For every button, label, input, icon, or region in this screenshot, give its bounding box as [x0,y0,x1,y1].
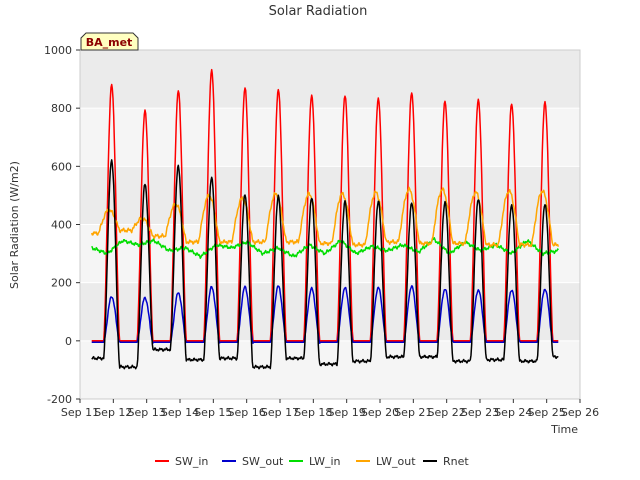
series-line-sw-out [91,285,559,344]
grid-bands [80,49,580,400]
x-tick-label: Sep 16 [228,406,266,419]
series-lines [90,68,560,370]
legend: SW_in SW_out LW_in LW_out Rnet [155,455,469,468]
grid-band [80,50,580,109]
y-tick-label: 200 [51,277,72,290]
x-tick-label: Sep 11 [61,406,99,419]
series-line-sw-in [91,68,559,343]
site-badge-label: BA_met [86,36,133,49]
legend-label: LW_in [309,455,341,468]
grid-band [80,166,580,225]
x-tick-label: Sep 18 [294,406,332,419]
x-tick-label: Sep 15 [194,406,232,419]
grid-band [80,282,580,341]
chart-title: Solar Radiation [269,4,368,19]
y-tick-label: -200 [47,393,72,406]
y-tick-label: 0 [65,335,72,348]
legend-label: Rnet [443,455,469,468]
y-axis-ticks: -200 0 200 400 600 800 1000 [44,44,80,406]
grid-band [80,108,580,167]
x-tick-label: Sep 20 [361,406,399,419]
grid-band [80,224,580,283]
legend-label: LW_out [376,455,416,468]
x-tick-label: Sep 17 [261,406,299,419]
y-axis-label: Solar Radiation (W/m2) [8,161,21,289]
x-tick-label: Sep 13 [128,406,166,419]
x-tick-label: Sep 26 [561,406,599,419]
x-axis-label: Time [550,423,578,436]
site-badge-box [80,32,139,51]
x-tick-label: Sep 14 [161,406,199,419]
legend-label: SW_out [242,455,284,468]
x-tick-label: Sep 12 [94,406,132,419]
y-tick-label: 1000 [44,44,72,57]
series-line-rnet [91,159,559,370]
x-tick-label: Sep 21 [394,406,432,419]
x-tick-label: Sep 25 [528,406,566,419]
x-tick-label: Sep 24 [494,406,532,419]
legend-label: SW_in [175,455,208,468]
x-tick-label: Sep 19 [328,406,366,419]
x-tick-label: Sep 22 [428,406,466,419]
series-line-lw-in [91,237,559,260]
site-badge: BA_met [80,32,139,51]
y-tick-label: 400 [51,219,72,232]
y-tick-label: 600 [51,160,72,173]
y-tick-label: 800 [51,102,72,115]
x-tick-label: Sep 23 [461,406,499,419]
